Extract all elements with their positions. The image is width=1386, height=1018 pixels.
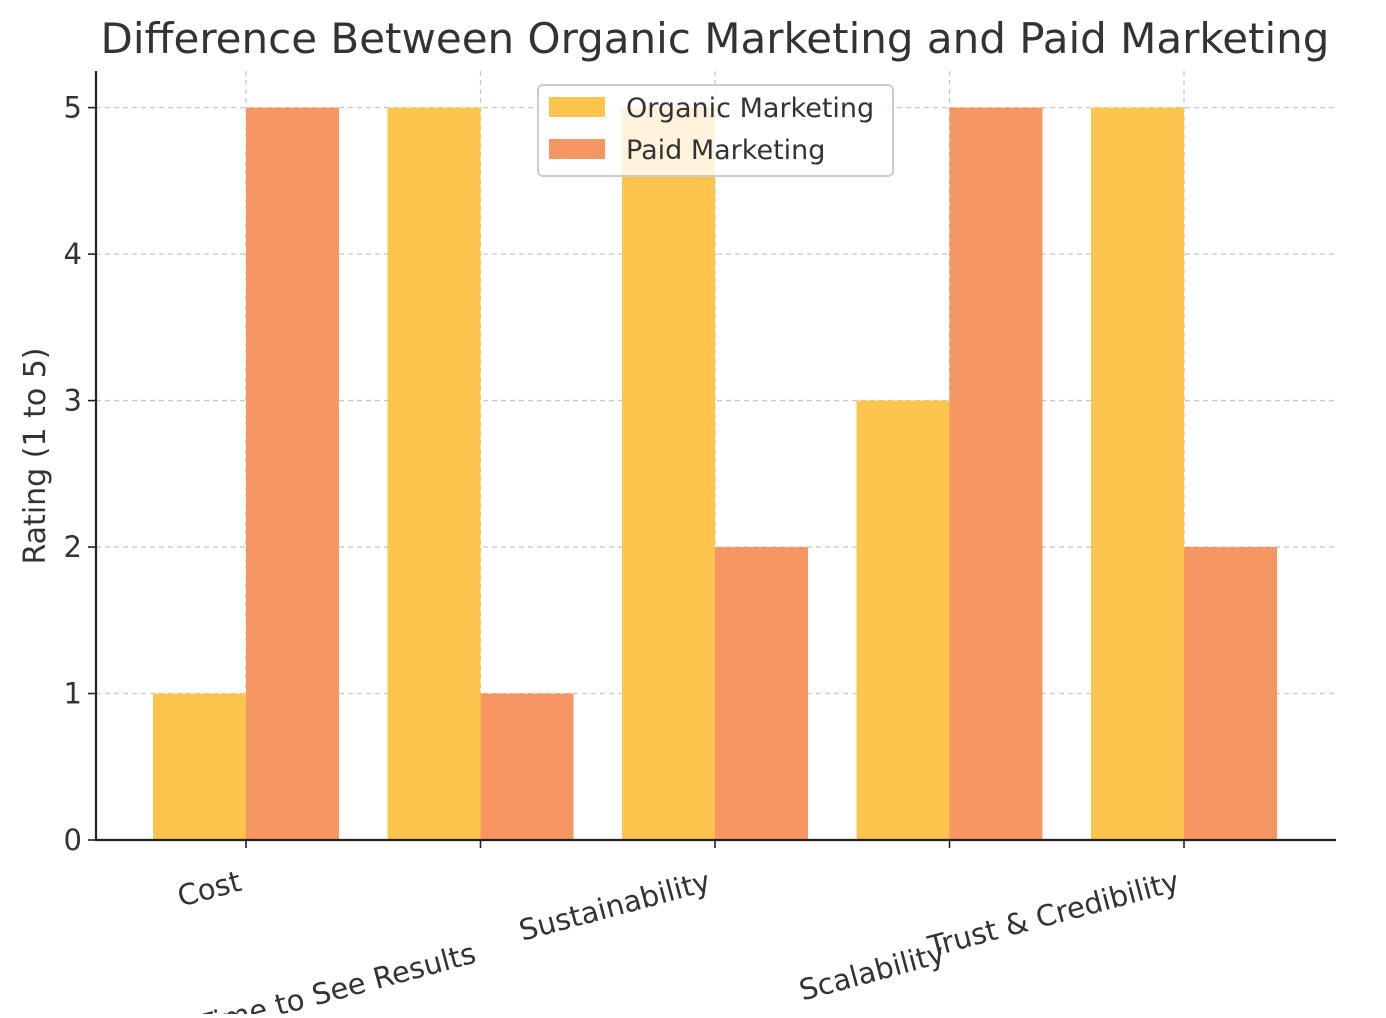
x-tick-label-trust-and-credibility: Trust & Credibility — [924, 864, 1183, 964]
bar-organic-marketing-time-to-see-results — [387, 107, 481, 841]
x-ticks: Cost Time to See Results Sustainability Sca… — [174, 840, 1185, 1018]
y-tick-label-4: 4 — [64, 237, 82, 271]
y-tick-label-3: 3 — [64, 384, 82, 418]
y-tick-label-5: 5 — [64, 91, 82, 125]
bar-organic-marketing-trust-and-credibility — [1091, 107, 1184, 841]
legend-label-paid: Paid Marketing — [626, 135, 825, 166]
legend-swatch-organic — [549, 97, 605, 117]
legend-swatch-paid — [549, 139, 605, 159]
x-tick-label-sustainability: Sustainability — [515, 864, 713, 948]
bar-paid-marketing-time-to-see-results — [480, 693, 574, 840]
y-tick-label-2: 2 — [64, 530, 82, 564]
legend-label-organic: Organic Marketing — [626, 93, 874, 124]
y-ticks: 0 1 2 3 4 5 — [64, 91, 96, 857]
bar-paid-marketing-cost — [246, 107, 339, 841]
y-tick-label-0: 0 — [64, 823, 82, 857]
bar-organic-marketing-cost — [153, 693, 246, 840]
bar-paid-marketing-scalability — [949, 107, 1043, 841]
legend-frame — [537, 84, 894, 177]
y-tick-label-1: 1 — [64, 677, 82, 711]
x-tick-label-scalability: Scalability — [796, 936, 949, 1007]
legend: Organic Marketing Paid Marketing — [537, 84, 894, 177]
y-axis-label: Rating (1 to 5) — [18, 347, 53, 564]
bar-paid-marketing-trust-and-credibility — [1184, 547, 1277, 840]
x-tick-label-time-to-see-results: Time to See Results — [193, 936, 480, 1014]
x-tick-label-cost: Cost — [174, 864, 245, 914]
bar-paid-marketing-sustainability — [715, 547, 808, 840]
chart-title: Difference Between Organic Marketing and… — [101, 14, 1330, 63]
bar-organic-marketing-sustainability — [622, 107, 715, 841]
bars — [153, 107, 1277, 841]
bar-organic-marketing-scalability — [856, 400, 950, 840]
